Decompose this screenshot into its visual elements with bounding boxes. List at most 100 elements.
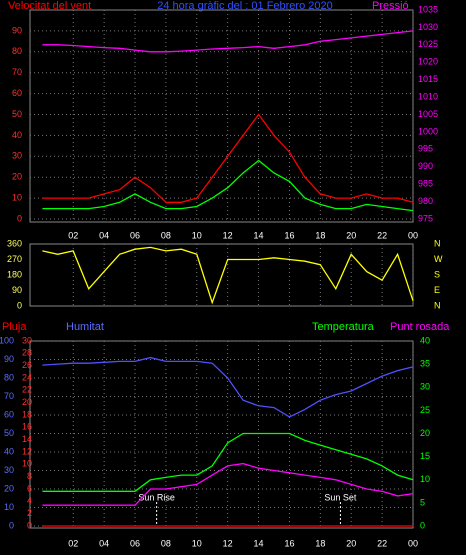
humidity-label: Humitat [66,321,104,333]
x-tick-label: 14 [254,538,264,548]
y2-tick-label: 1010 [418,91,438,101]
y2-tick-label: 1025 [418,39,438,49]
series-line [42,462,414,506]
y2-tick-label: E [434,285,440,295]
x-tick-label: 00 [408,538,418,548]
y3-tick-label: 20 [4,483,14,493]
y2-tick-label: 1005 [418,109,438,119]
y3-tick-label: 60 [4,409,14,419]
series-line [42,159,414,212]
y3-tick-label: 50 [4,428,14,438]
x-tick-label: 14 [254,230,264,240]
y-tick-label: 360 [7,238,22,248]
x-tick-label: 12 [223,230,233,240]
y-tick-label: 10 [12,192,22,202]
x-tick-label: 22 [377,538,387,548]
series-line [42,356,414,418]
temperature-label: Temperatura [312,321,375,333]
y-tick-label: 50 [12,109,22,119]
y3-tick-label: 90 [4,354,14,364]
plot-frame [29,340,414,529]
x-tick-label: 00 [408,230,418,240]
y-tick-label: 270 [7,254,22,264]
y-tick-label: 40 [12,130,22,140]
y-tick-label: 18 [22,409,32,419]
series-line [42,246,414,305]
y2-tick-label: 0 [420,520,425,530]
y2-tick-label: S [434,269,440,279]
y2-tick-label: 40 [420,335,430,345]
y2-tick-label: N [434,300,441,310]
plot-frame [29,243,414,307]
y-tick-label: 90 [12,25,22,35]
y2-tick-label: 15 [420,451,430,461]
x-tick-label: 02 [68,230,78,240]
x-tick-label: 12 [223,538,233,548]
x-tick-label: 08 [161,538,171,548]
x-tick-label: 16 [284,230,294,240]
y-tick-label: 30 [22,335,32,345]
annotation: Sun Set [324,492,357,502]
x-tick-label: 06 [130,538,140,548]
y-tick-label: 20 [12,172,22,182]
y-tick-label: 10 [22,459,32,469]
y2-tick-label: 35 [420,359,430,369]
y3-tick-label: 80 [4,372,14,382]
y2-tick-label: 995 [418,144,433,154]
y3-tick-label: 0 [9,520,14,530]
wind-label: Velocitat del vent [8,0,91,12]
annotation: Sun Rise [138,492,175,502]
y2-tick-label: W [434,254,443,264]
y2-tick-label: 975 [418,213,433,223]
y-tick-label: 24 [22,372,32,382]
y-tick-label: 8 [27,471,32,481]
y-tick-label: 22 [22,385,32,395]
series-line [42,432,414,492]
y3-tick-label: 10 [4,502,14,512]
y-tick-label: 28 [22,348,32,358]
x-tick-label: 20 [346,230,356,240]
y2-tick-label: 20 [420,428,430,438]
x-tick-label: 06 [130,230,140,240]
series-line [42,113,414,203]
y3-tick-label: 70 [4,391,14,401]
y-tick-label: 80 [12,46,22,56]
y2-tick-label: 5 [420,497,425,507]
y2-tick-label: 985 [418,179,433,189]
x-tick-label: 22 [377,230,387,240]
x-tick-label: 04 [99,538,109,548]
y2-tick-label: 1035 [418,4,438,14]
y-tick-label: 90 [12,285,22,295]
x-tick-label: 18 [315,230,325,240]
plot-frame [29,9,414,223]
y3-tick-label: 40 [4,446,14,456]
y-tick-label: 20 [22,397,32,407]
x-tick-label: 20 [346,538,356,548]
y-tick-label: 2 [27,508,32,518]
x-tick-label: 02 [68,538,78,548]
y-tick-label: 16 [22,422,32,432]
x-tick-label: 10 [192,230,202,240]
y-tick-label: 60 [12,88,22,98]
dew-point-label: Punt rosada [390,321,450,333]
y2-tick-label: 1030 [418,22,438,32]
x-tick-label: 08 [161,230,171,240]
y2-tick-label: 990 [418,161,433,171]
y-tick-label: 0 [17,213,22,223]
y-tick-label: 0 [17,300,22,310]
rain-label: Pluja [2,321,27,333]
y2-tick-label: 25 [420,405,430,415]
y2-tick-label: 1015 [418,74,438,84]
chart-title: 24 hora gràfic del : 01 Febrero 2020 [157,0,333,12]
y-tick-label: 30 [12,151,22,161]
y-tick-label: 26 [22,360,32,370]
y2-tick-label: 10 [420,474,430,484]
pressure-label: Pressió [372,0,409,12]
y-tick-label: 6 [27,483,32,493]
y-tick-label: 70 [12,67,22,77]
x-tick-label: 18 [315,538,325,548]
x-tick-label: 04 [99,230,109,240]
y-tick-label: 12 [22,446,32,456]
x-tick-label: 16 [284,538,294,548]
